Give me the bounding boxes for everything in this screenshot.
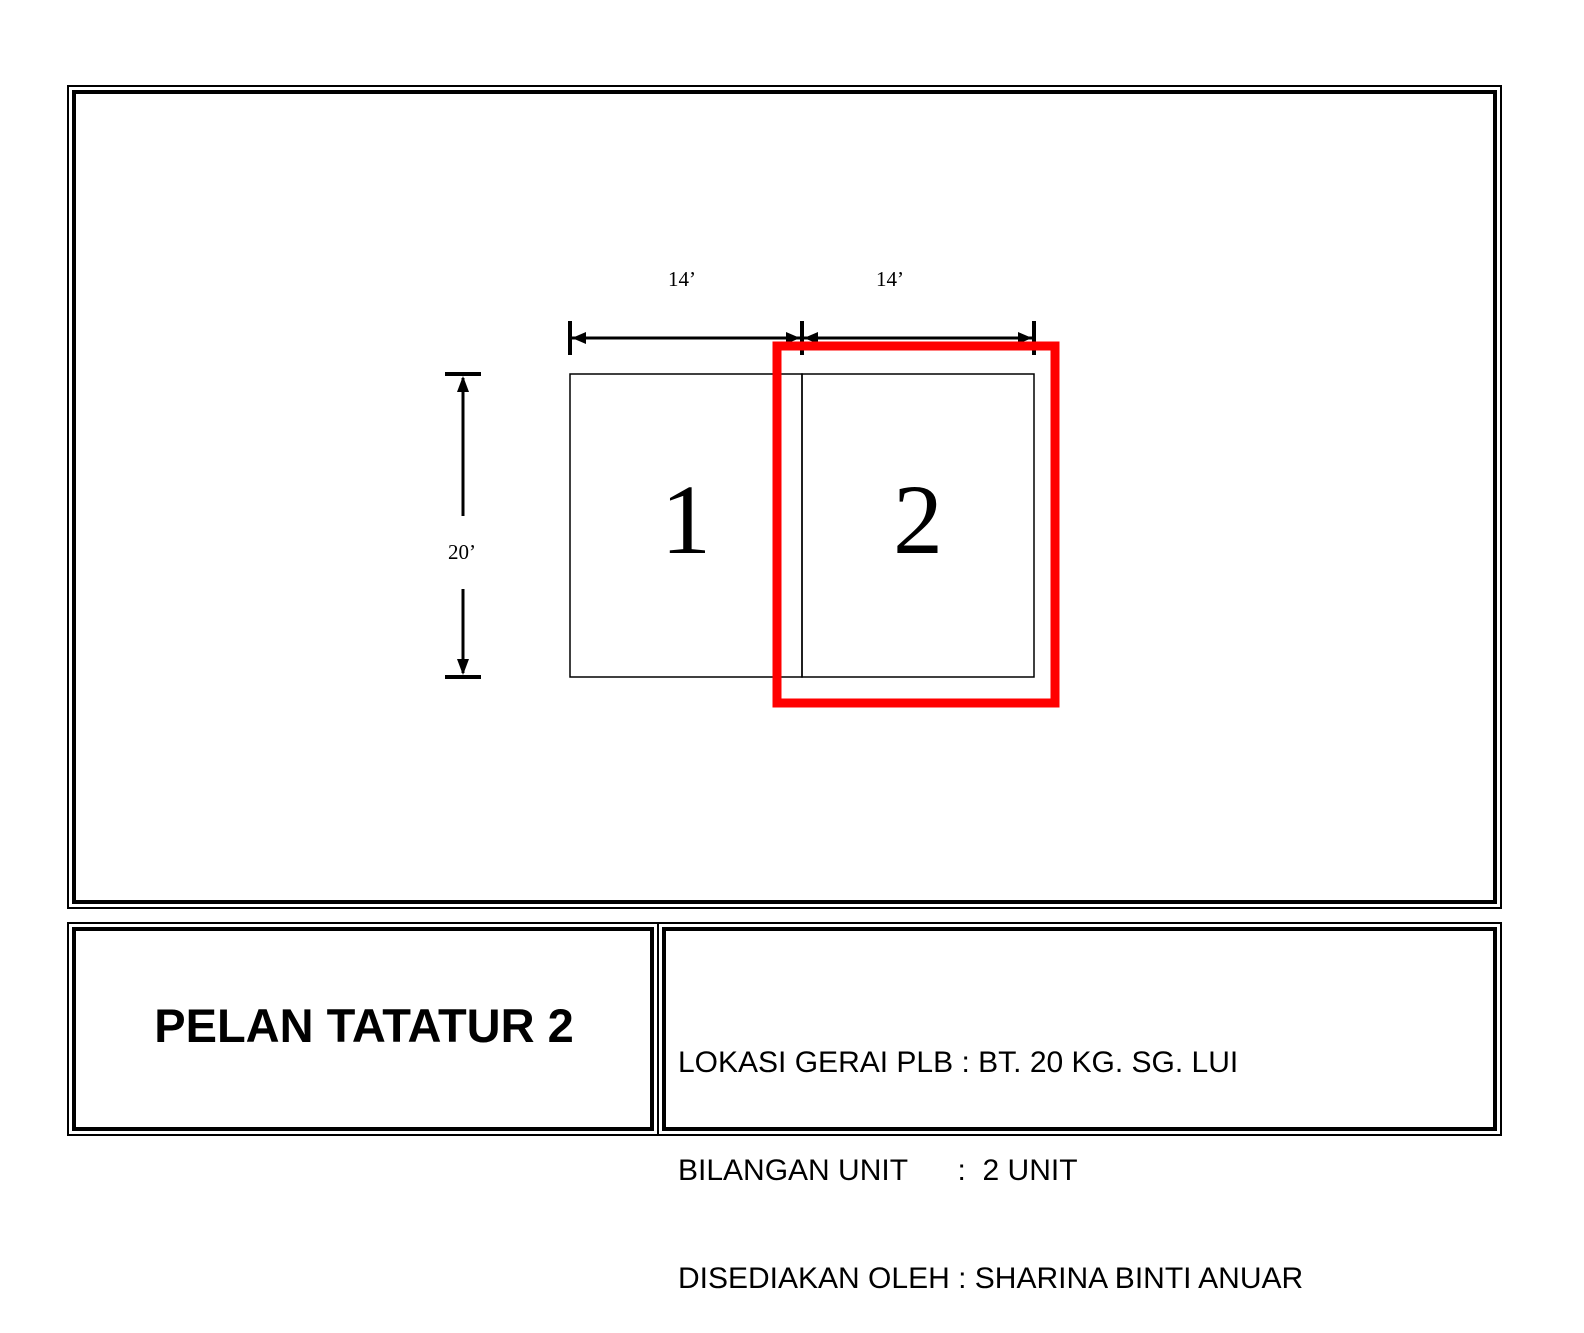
info-location: LOKASI GERAI PLB : BT. 20 KG. SG. LUI: [678, 1045, 1303, 1081]
drawing-frame: [67, 85, 1502, 909]
info-unit-count-label: BILANGAN UNIT: [678, 1154, 908, 1187]
plan-info: LOKASI GERAI PLB : BT. 20 KG. SG. LUI BI…: [678, 973, 1303, 1333]
info-prepared-by-separator: :: [949, 1262, 975, 1295]
info-location-separator: :: [953, 1046, 979, 1079]
info-frame: [657, 922, 1502, 1136]
info-location-label: LOKASI GERAI PLB: [678, 1046, 954, 1079]
info-unit-count-separator: :: [907, 1154, 983, 1187]
info-unit-count: BILANGAN UNIT : 2 UNIT: [678, 1153, 1303, 1189]
info-unit-count-value: 2 UNIT: [982, 1154, 1078, 1187]
info-location-value: BT. 20 KG. SG. LUI: [978, 1046, 1239, 1079]
info-prepared-by-label: DISEDIAKAN OLEH: [678, 1262, 950, 1295]
plan-title: PELAN TATATUR 2: [154, 998, 574, 1052]
info-prepared-by-value: SHARINA BINTI ANUAR: [974, 1262, 1304, 1295]
info-prepared-by: DISEDIAKAN OLEH : SHARINA BINTI ANUAR: [678, 1261, 1303, 1297]
